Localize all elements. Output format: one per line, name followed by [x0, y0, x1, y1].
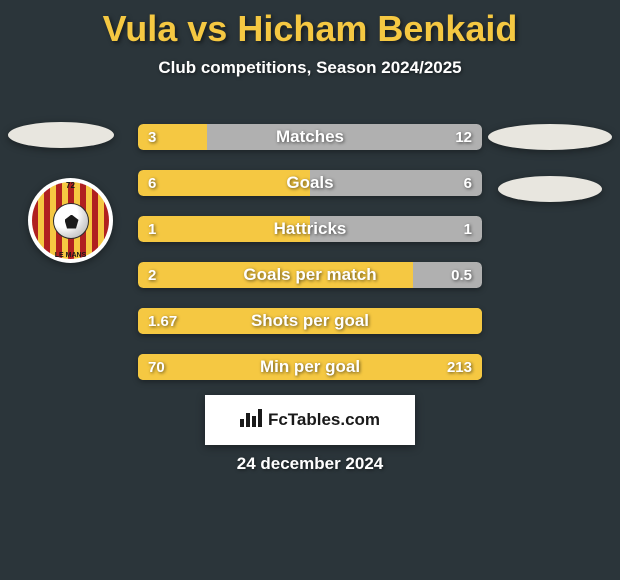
stat-row: Goals6 6	[138, 170, 482, 196]
club-badge-bottom-text: LE MANS	[28, 252, 113, 259]
stat-value-right: 12	[455, 124, 472, 150]
stat-value-right: 213	[447, 354, 472, 380]
stat-label: Goals per match	[138, 262, 482, 288]
stat-value-right: 0.5	[451, 262, 472, 288]
soccer-ball-icon	[53, 203, 89, 239]
club-badge: 72 LE MANS	[28, 178, 113, 263]
stats-bars: Matches3 12 Goals6 6 Hattricks1 1 Goals per ma…	[138, 124, 482, 400]
stat-label: Hattricks	[138, 216, 482, 242]
stat-label: Goals	[138, 170, 482, 196]
club-badge-top-text: 72	[28, 181, 113, 190]
stat-row: Goals per match2 0.5	[138, 262, 482, 288]
stat-value-right: 6	[464, 170, 472, 196]
page-title: Vula vs Hicham Benkaid	[0, 0, 620, 50]
stat-row: Shots per goal1.67	[138, 308, 482, 334]
page-subtitle: Club competitions, Season 2024/2025	[0, 58, 620, 78]
stat-value-left: 3	[148, 124, 156, 150]
stat-value-left: 1.67	[148, 308, 177, 334]
club-badge-stripes	[32, 182, 109, 259]
stat-value-left: 70	[148, 354, 165, 380]
bar-chart-icon	[240, 409, 262, 432]
logo-text: FcTables.com	[268, 410, 380, 430]
placeholder-oval	[488, 124, 612, 150]
stat-value-left: 1	[148, 216, 156, 242]
stat-value-left: 6	[148, 170, 156, 196]
placeholder-oval	[498, 176, 602, 202]
stat-value-right: 1	[464, 216, 472, 242]
stat-value-left: 2	[148, 262, 156, 288]
stat-label: Min per goal	[138, 354, 482, 380]
stat-row: Min per goal70 213	[138, 354, 482, 380]
fctables-logo: FcTables.com	[205, 395, 415, 445]
date-text: 24 december 2024	[0, 454, 620, 474]
stat-row: Matches3 12	[138, 124, 482, 150]
stat-row: Hattricks1 1	[138, 216, 482, 242]
stat-label: Shots per goal	[138, 308, 482, 334]
stat-label: Matches	[138, 124, 482, 150]
placeholder-oval	[8, 122, 114, 148]
